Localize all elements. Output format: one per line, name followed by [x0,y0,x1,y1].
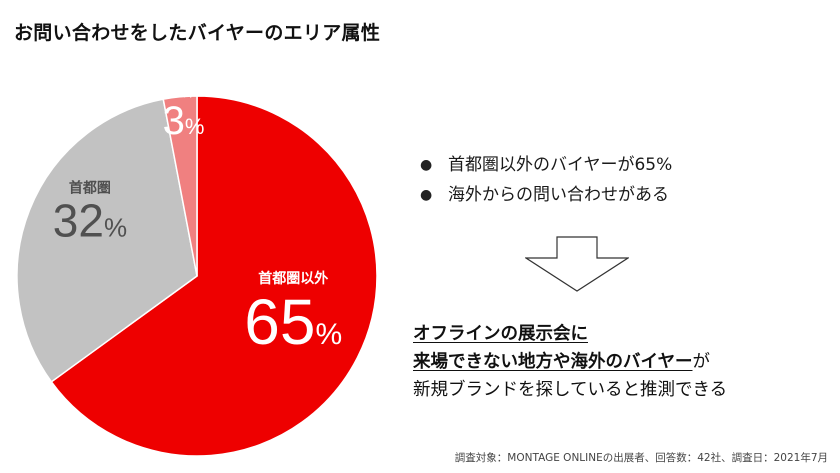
conclusion-text: オフラインの展示会に 来場できない地方や海外のバイヤーが 新規ブランドを探してい… [413,320,727,404]
pie-slice [50,95,378,457]
bullet-item: ● 海外からの問い合わせがある [420,180,672,210]
slice-label: 海外 [172,85,194,99]
conclusion-emphasis: 来場できない地方や海外のバイヤー [413,352,693,372]
slice-value: 32% [53,194,127,246]
bullet-list: ● 首都圏以外のバイヤーが65% ● 海外からの問い合わせがある [420,150,672,210]
pie-slice [162,95,198,277]
conclusion-line-3: 新規ブランドを探していると推測できる [413,380,728,400]
bullet-item: ● 首都圏以外のバイヤーが65% [420,150,672,180]
slice-value: 3% [163,99,205,143]
pie-slice [16,98,198,383]
bullet-dot-icon: ● [420,187,433,203]
down-arrow-icon [525,236,629,292]
bullet-text: 海外からの問い合わせがある [448,185,669,205]
slice-label: 首都圏以外 [258,270,328,287]
bullet-text: 首都圏以外のバイヤーが65% [448,155,673,175]
footnote: 調査対象：MONTAGE ONLINEの出展者、回答数：42社、調査日：2021… [454,452,828,464]
slice-value: 65% [244,286,342,358]
conclusion-line-2: 来場できない地方や海外のバイヤーが [413,348,727,376]
bullet-dot-icon: ● [420,157,433,173]
conclusion-line-1: オフラインの展示会に [413,324,588,344]
conclusion-line-2-rest: が [692,352,710,372]
slice-label: 首都圏 [69,180,111,197]
page-title: お問い合わせをしたバイヤーのエリア属性 [14,22,381,44]
